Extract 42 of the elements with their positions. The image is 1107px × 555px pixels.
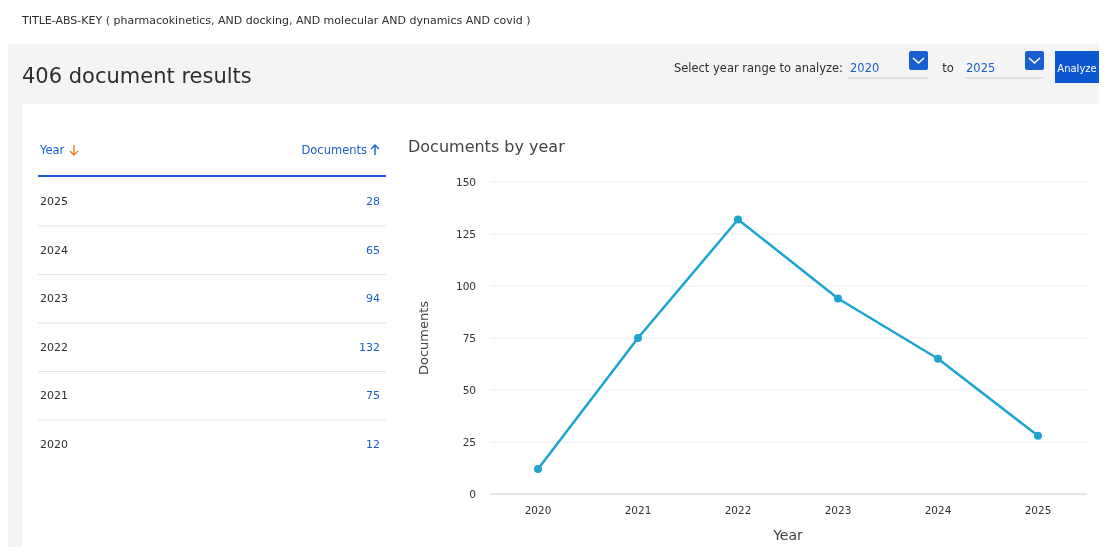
y-tick-label: 125	[455, 228, 476, 240]
y-tick-label: 2024	[40, 243, 68, 257]
data-label: 132	[359, 340, 380, 354]
point	[734, 215, 742, 224]
x-tick-label: 2020	[524, 504, 552, 516]
y-tick-label: 2021	[40, 389, 68, 402]
chart-title: Documents by year	[408, 137, 566, 156]
x-tick-label: 2021	[624, 504, 652, 516]
y-axis-title: Documents	[416, 300, 431, 376]
text: 406 document results	[22, 64, 252, 88]
x-axis-title: Year	[772, 527, 804, 543]
text: Select year range to analyze:	[673, 61, 843, 75]
data-label: 94	[366, 292, 380, 305]
point	[834, 294, 842, 303]
data-label: 65	[366, 243, 380, 257]
point	[934, 354, 942, 363]
y-tick-label: 25	[462, 436, 476, 448]
x-tick-label: 2025	[1024, 504, 1052, 516]
point	[634, 334, 642, 342]
y-axis-title: Year	[39, 143, 65, 157]
x-tick-label: 2024	[924, 504, 952, 516]
text: 2020	[850, 61, 880, 75]
data-label: 12	[366, 437, 380, 451]
y-tick-label: 2023	[40, 292, 68, 305]
point	[1034, 431, 1042, 440]
y-tick-label: 2022	[40, 340, 68, 354]
y-tick-label: 75	[462, 332, 476, 344]
y-tick-label: 150	[455, 176, 476, 188]
data-label: 75	[366, 389, 380, 402]
text: to	[942, 61, 954, 75]
text: 2025	[966, 61, 996, 75]
y-tick-label: 100	[455, 280, 476, 292]
x-tick-label: 2023	[824, 504, 852, 516]
text: TITLE-ABS-KEY ( pharmacokinetics, AND docking, AND molecular AND dynamics AND covid )	[21, 14, 531, 27]
y-tick-label: 0	[469, 488, 476, 500]
text: Analyze	[1057, 63, 1097, 74]
x-tick-label: 2022	[724, 504, 752, 516]
y-tick-label: 50	[462, 384, 476, 396]
y-tick-label: 2025	[40, 195, 68, 208]
data-label: 28	[366, 195, 380, 208]
point	[534, 465, 542, 474]
y-tick-label: 2020	[40, 437, 68, 451]
